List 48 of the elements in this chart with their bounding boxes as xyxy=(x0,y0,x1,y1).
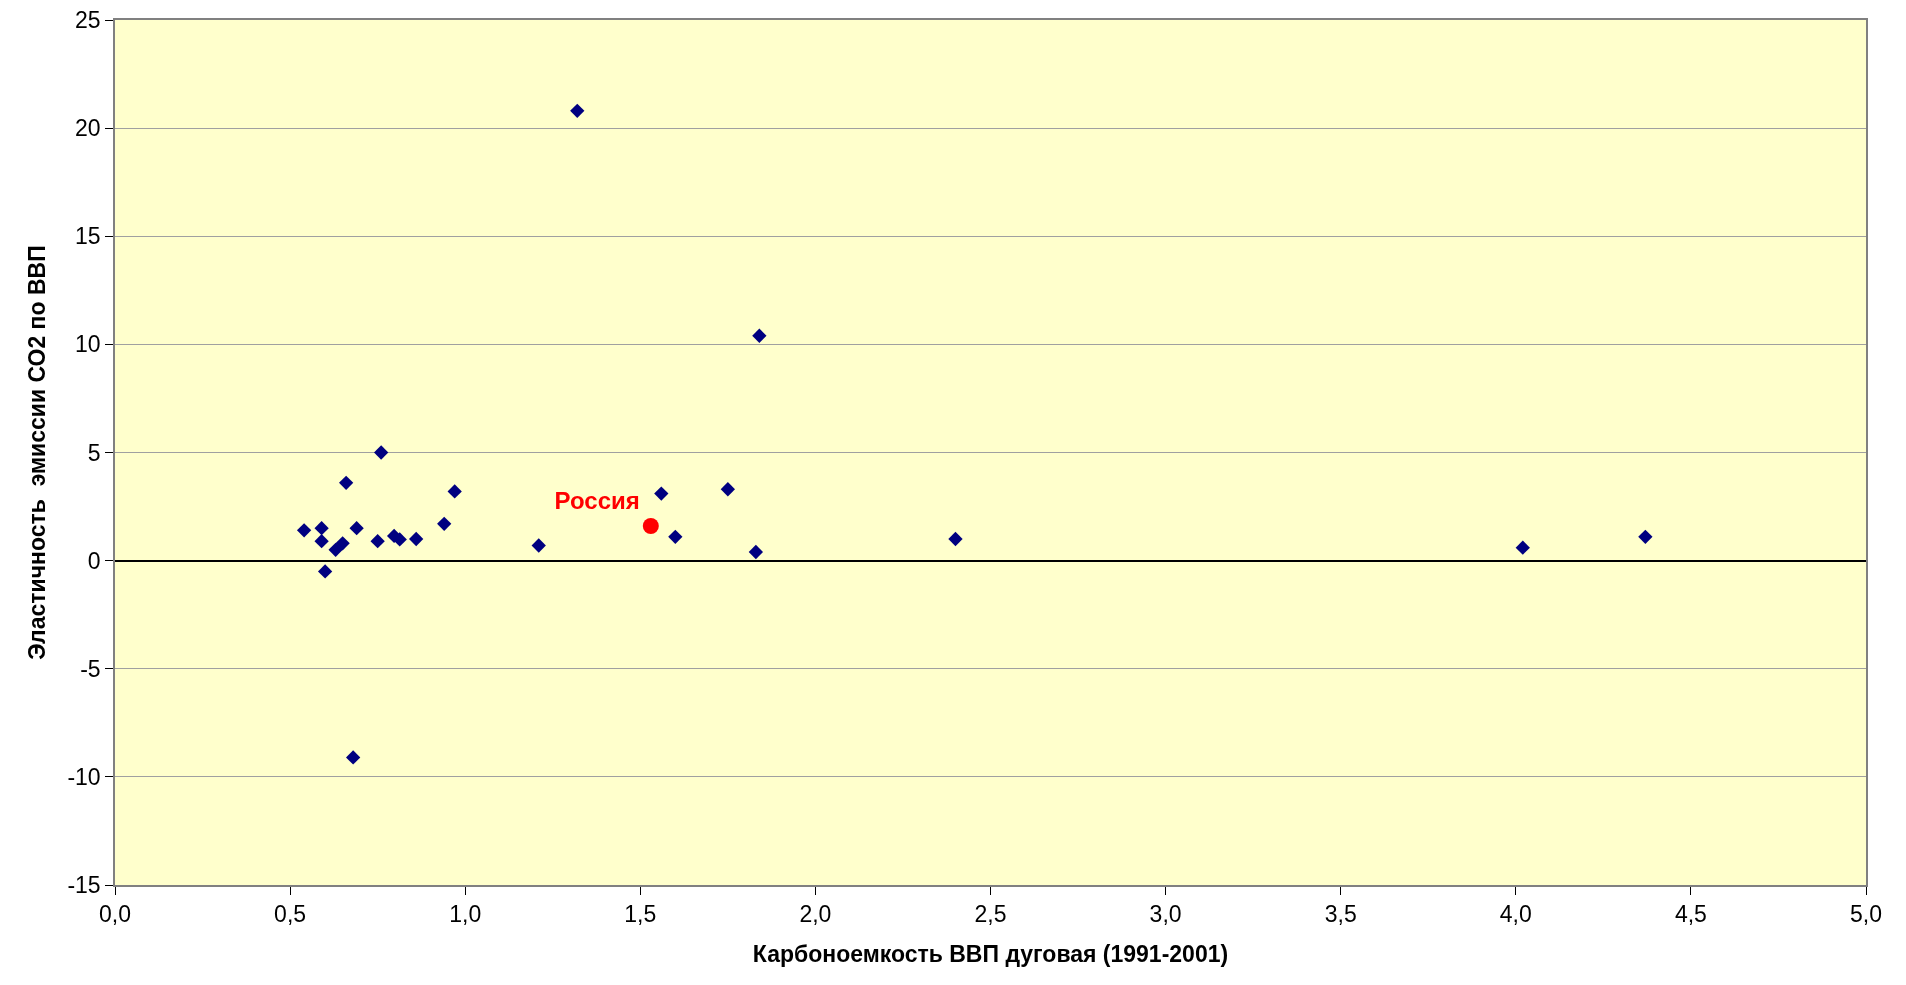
y-axis-title: Эластичность эмиссии СО2 по ВВП xyxy=(24,245,51,660)
y-tick-label: 0 xyxy=(87,547,101,574)
point xyxy=(296,523,312,538)
point xyxy=(317,564,333,579)
point xyxy=(1638,529,1653,544)
point xyxy=(335,536,350,551)
x-tick-label: 4,5 xyxy=(1674,901,1707,928)
y-tick-label: 10 xyxy=(75,331,101,358)
point xyxy=(370,534,385,549)
point xyxy=(409,531,424,547)
point xyxy=(720,482,735,497)
point xyxy=(668,529,683,544)
point xyxy=(338,475,354,490)
x-axis-title: Карбоноемкость ВВП дуговая (1991-2001) xyxy=(752,941,1229,968)
y-tick-label: -5 xyxy=(80,655,101,682)
series-label: Россия xyxy=(554,487,640,515)
point xyxy=(570,103,585,118)
point xyxy=(328,542,343,557)
point xyxy=(531,538,546,553)
point xyxy=(752,328,767,343)
y-tick-label: 25 xyxy=(75,7,101,34)
point xyxy=(654,486,669,501)
x-tick-label: 0,0 xyxy=(99,901,131,928)
x-tick-label: 1,0 xyxy=(449,901,482,928)
x-tick-label: 0,5 xyxy=(274,901,307,928)
point xyxy=(437,516,452,532)
y-tick-label: -15 xyxy=(67,872,101,899)
y-tick-label: -10 xyxy=(67,763,101,790)
x-tick-label: 3,5 xyxy=(1324,901,1357,928)
x-tick-label: 5,0 xyxy=(1850,901,1882,928)
point xyxy=(374,445,389,460)
point xyxy=(642,518,659,535)
point xyxy=(748,544,764,560)
point xyxy=(349,521,364,536)
point xyxy=(314,521,329,536)
y-tick-label: 15 xyxy=(75,223,101,250)
x-tick-label: 2,5 xyxy=(974,901,1007,928)
point xyxy=(314,534,329,549)
y-tick-label: 5 xyxy=(87,439,101,466)
point xyxy=(447,484,462,499)
point xyxy=(1515,540,1530,555)
y-tick-label: 20 xyxy=(75,115,101,142)
x-tick-label: 3,0 xyxy=(1149,901,1182,928)
x-tick-label: 1,5 xyxy=(624,901,657,928)
point xyxy=(345,750,361,765)
x-tick-label: 2,0 xyxy=(799,901,832,928)
point xyxy=(948,531,963,547)
x-tick-label: 4,0 xyxy=(1499,901,1532,928)
